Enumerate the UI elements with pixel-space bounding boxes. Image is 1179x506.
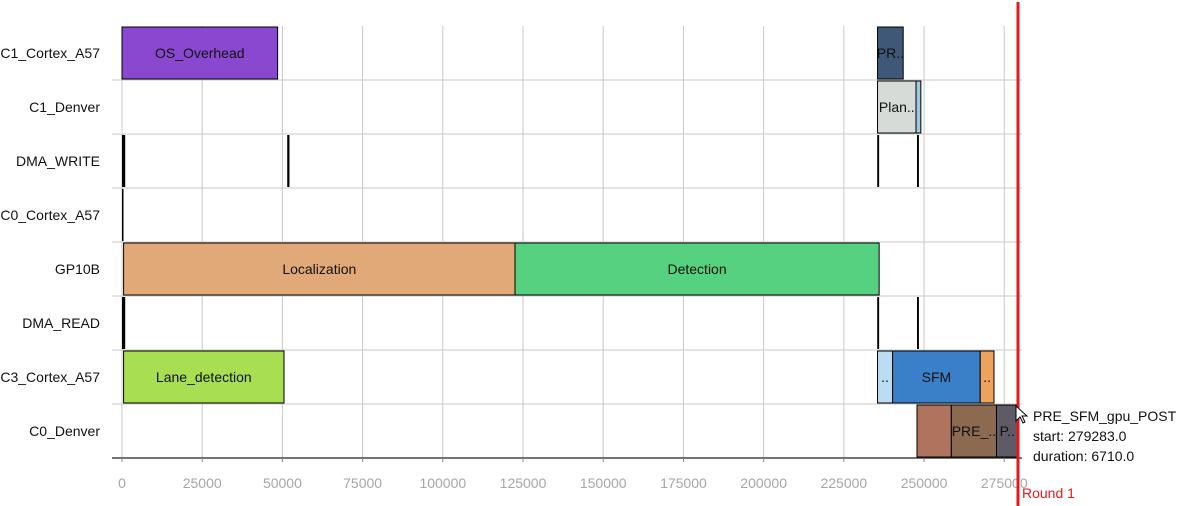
row-label-c3-cortex-a57: C3_Cortex_A57 — [0, 369, 100, 385]
x-tick-label: 200000 — [740, 475, 787, 491]
task-bar-c3-cortex-a57-lane-detection[interactable] — [123, 350, 285, 404]
row-label-c0-denver: C0_Denver — [29, 423, 100, 439]
x-tick-label: 50000 — [263, 475, 302, 491]
task-label: PRE_.. — [952, 423, 996, 439]
x-axis: 0 25000 50000 75000 100000 125000 150000 175000… — [112, 457, 1028, 491]
x-tick-label: 125000 — [500, 475, 547, 491]
x-tick-label: 25000 — [183, 475, 222, 491]
task-label: OS_Overhead — [155, 45, 245, 61]
task-label: PR.. — [877, 45, 904, 61]
row-label-c1-cortex-a57: C1_Cortex_A57 — [0, 45, 100, 61]
round-markers: Round 1 — [1016, 2, 1075, 506]
task-label: Detection — [667, 261, 726, 277]
x-tick-label: 225000 — [820, 475, 867, 491]
row-label-c1-denver: C1_Denver — [29, 99, 100, 115]
task-bar-dma-read[interactable] — [916, 297, 919, 349]
task-bar-gp10b-detection[interactable] — [514, 242, 880, 296]
task-bar-c0-cortex-a57[interactable] — [122, 189, 124, 241]
tooltip-line: PRE_SFM_gpu_POST — [1033, 408, 1177, 424]
task-bar-c0-denver[interactable] — [916, 404, 952, 458]
row-label-dma-write: DMA_WRITE — [16, 153, 100, 169]
task-label: Localization — [282, 261, 356, 277]
x-tick-label: 150000 — [580, 475, 627, 491]
task-bar-c0-denver-pre[interactable] — [950, 404, 997, 458]
row-label-gp10b: GP10B — [55, 261, 100, 277]
row-label-dma-read: DMA_READ — [22, 315, 100, 331]
task-label: Lane_detection — [156, 369, 252, 385]
task-bar-dma-read[interactable] — [122, 297, 126, 349]
tooltip-line: duration: 6710.0 — [1033, 448, 1134, 464]
task-bar-c1-denver[interactable] — [915, 80, 922, 134]
task-label: P.. — [1000, 423, 1015, 439]
grid — [112, 26, 1022, 458]
x-tick-label: 175000 — [660, 475, 707, 491]
task-bar-c1-cortex-a57-os-overhead[interactable] — [121, 26, 279, 80]
row-labels: C1_Cortex_A57 C1_Denver DMA_WRITE C0_Cortex… — [0, 45, 100, 439]
x-tick-label: 0 — [118, 475, 126, 491]
task-bar-gp10b-localization[interactable] — [123, 242, 516, 296]
x-tick-label: 75000 — [343, 475, 382, 491]
task-bar-c3-cortex-a57-sfm[interactable] — [892, 350, 981, 404]
task-label: SFM — [922, 369, 952, 385]
x-tick-label: 275000 — [981, 475, 1028, 491]
x-tick-label: 100000 — [419, 475, 466, 491]
task-bars[interactable]: OS_Overhead PR.. Plan.. Localization Detecti… — [121, 26, 1019, 458]
task-bar-c1-denver-plan[interactable] — [877, 80, 917, 134]
x-tick-label: 250000 — [901, 475, 948, 491]
task-bar-dma-write[interactable] — [877, 135, 880, 187]
task-bar-dma-write[interactable] — [287, 135, 290, 187]
row-label-c0-cortex-a57: C0_Cortex_A57 — [0, 207, 100, 223]
mouse-cursor-icon — [1015, 404, 1029, 424]
task-label: .. — [881, 369, 889, 385]
tooltip: PRE_SFM_gpu_POST start: 279283.0 duration:… — [1015, 404, 1177, 464]
task-bar-dma-read[interactable] — [877, 297, 880, 349]
round-marker-label: Round 1 — [1022, 485, 1075, 501]
task-bar-c3-cortex-a57-[interactable] — [979, 350, 995, 404]
task-label: .. — [983, 369, 991, 385]
task-bar-dma-write[interactable] — [916, 135, 919, 187]
task-label: Plan.. — [879, 99, 915, 115]
task-bar-dma-write[interactable] — [122, 135, 126, 187]
tooltip-line: start: 279283.0 — [1033, 428, 1127, 444]
task-bar-c1-cortex-a57-pr[interactable] — [877, 26, 904, 80]
